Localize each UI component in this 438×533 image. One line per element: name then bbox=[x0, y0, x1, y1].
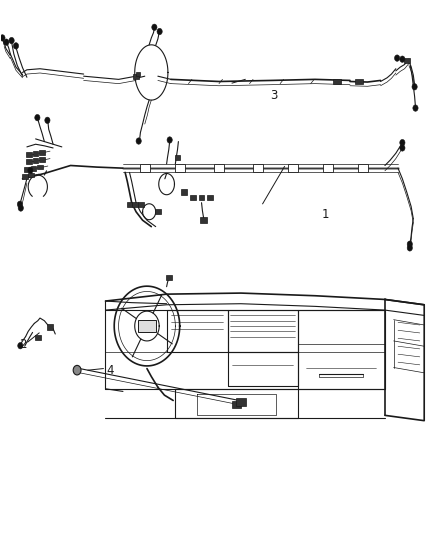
Bar bbox=[24, 167, 30, 172]
Circle shape bbox=[13, 43, 18, 49]
Bar bbox=[404, 58, 410, 63]
Bar bbox=[232, 401, 241, 408]
Text: 1: 1 bbox=[321, 208, 329, 221]
Circle shape bbox=[400, 145, 405, 151]
Circle shape bbox=[413, 105, 418, 111]
Bar bbox=[201, 217, 207, 223]
Circle shape bbox=[0, 35, 5, 41]
Circle shape bbox=[17, 201, 22, 207]
Circle shape bbox=[136, 138, 141, 144]
Bar bbox=[133, 74, 139, 79]
Circle shape bbox=[28, 167, 33, 173]
Bar bbox=[47, 325, 53, 330]
Circle shape bbox=[152, 24, 157, 30]
Bar bbox=[166, 274, 172, 279]
Bar bbox=[181, 189, 187, 195]
Circle shape bbox=[400, 140, 405, 146]
Text: 3: 3 bbox=[271, 89, 278, 102]
Bar bbox=[155, 209, 161, 214]
Bar bbox=[323, 165, 333, 172]
Bar bbox=[138, 320, 155, 333]
Bar bbox=[254, 165, 263, 172]
Circle shape bbox=[73, 366, 81, 375]
Circle shape bbox=[9, 37, 14, 44]
Bar bbox=[132, 201, 138, 207]
Bar bbox=[39, 157, 45, 162]
Bar bbox=[214, 165, 224, 172]
Circle shape bbox=[35, 115, 40, 121]
Circle shape bbox=[400, 56, 405, 62]
Bar bbox=[136, 72, 141, 76]
Circle shape bbox=[4, 39, 9, 45]
Bar bbox=[236, 398, 246, 406]
Bar bbox=[355, 79, 363, 84]
Bar bbox=[175, 165, 184, 172]
Bar bbox=[333, 79, 341, 84]
Circle shape bbox=[157, 28, 162, 35]
Circle shape bbox=[407, 245, 413, 251]
Text: 2: 2 bbox=[19, 338, 27, 351]
Bar bbox=[33, 158, 39, 163]
Bar bbox=[127, 201, 132, 207]
Circle shape bbox=[395, 55, 400, 61]
Bar bbox=[31, 166, 36, 171]
Bar bbox=[33, 151, 39, 156]
Bar bbox=[35, 335, 41, 340]
Bar bbox=[26, 152, 32, 157]
Bar bbox=[138, 201, 144, 207]
Bar bbox=[358, 165, 368, 172]
Circle shape bbox=[412, 84, 417, 90]
Circle shape bbox=[407, 241, 413, 247]
Circle shape bbox=[167, 137, 172, 143]
Bar bbox=[22, 174, 28, 179]
Bar bbox=[37, 165, 43, 169]
Circle shape bbox=[45, 117, 50, 124]
Bar bbox=[28, 173, 34, 177]
Bar bbox=[175, 155, 180, 160]
Bar bbox=[190, 195, 196, 200]
Bar bbox=[140, 165, 150, 172]
Bar bbox=[199, 195, 205, 200]
Bar bbox=[39, 150, 45, 155]
Bar bbox=[208, 195, 213, 200]
Circle shape bbox=[18, 343, 23, 349]
Bar bbox=[26, 159, 32, 164]
Circle shape bbox=[18, 205, 23, 211]
Text: 4: 4 bbox=[106, 364, 114, 377]
Bar bbox=[288, 165, 298, 172]
